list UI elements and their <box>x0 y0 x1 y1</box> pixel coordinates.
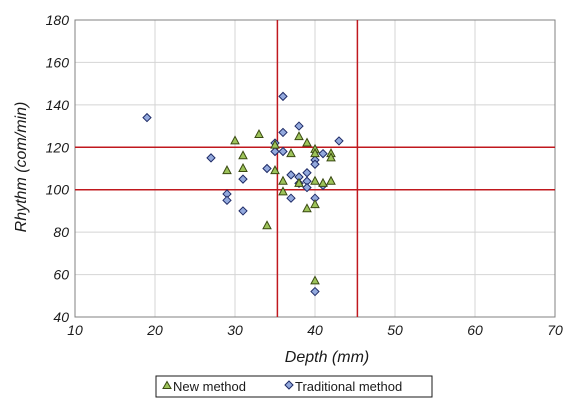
new-method-point <box>270 139 280 149</box>
traditional-method-point <box>262 163 272 174</box>
x-tick-label: 30 <box>227 322 243 338</box>
x-tick-label: 40 <box>307 322 323 338</box>
traditional-method-point <box>334 136 344 146</box>
y-tick-label: 100 <box>46 182 70 198</box>
data-points <box>142 91 344 297</box>
legend-marker-new-method <box>162 380 172 389</box>
plot-area-border <box>74 19 556 318</box>
y-axis-title: Rhythm (com/min) <box>13 102 30 233</box>
new-method-point <box>294 131 304 141</box>
traditional-method-point <box>206 153 216 163</box>
y-tick-label: 180 <box>46 12 70 28</box>
traditional-method-point <box>142 112 152 123</box>
x-tick-label: 10 <box>67 322 83 338</box>
traditional-method-point <box>238 206 248 216</box>
new-method-point <box>310 175 320 185</box>
legend-box <box>155 375 433 398</box>
y-tick-label: 160 <box>46 54 70 70</box>
x-tick-label: 50 <box>387 322 403 338</box>
traditional-method-point <box>294 121 304 131</box>
new-method-point <box>262 220 272 230</box>
new-method-point <box>254 128 264 139</box>
y-tick-label: 120 <box>46 139 70 155</box>
new-method-point <box>278 186 288 196</box>
new-method-point <box>286 148 296 158</box>
new-method-point <box>318 177 328 187</box>
x-tick-label: 60 <box>467 322 483 338</box>
tick-labels: 10 20 30 40 50 60 70 40 60 80 100 120 140 160 180 <box>46 12 563 338</box>
traditional-method-point <box>318 148 328 159</box>
traditional-method-point <box>286 193 296 203</box>
x-tick-label: 20 <box>146 322 163 338</box>
legend-marker-traditional-method <box>284 380 294 390</box>
traditional-method-point <box>286 170 296 180</box>
new-method-point <box>222 165 232 175</box>
traditional-method-point <box>310 159 320 169</box>
new-method-point <box>302 137 312 147</box>
new-method-point <box>302 203 312 213</box>
traditional-method-point <box>278 91 288 102</box>
legend: New method Traditional method <box>155 375 433 398</box>
y-tick-label: 80 <box>53 224 69 240</box>
new-method-point <box>310 148 320 158</box>
traditional-method-point <box>278 127 288 138</box>
new-method-point <box>326 152 336 162</box>
y-tick-label: 140 <box>46 97 70 113</box>
legend-label-new-method: New method <box>173 379 246 394</box>
traditional-method-point <box>302 168 312 178</box>
new-method-point <box>310 199 320 209</box>
y-tick-label: 60 <box>53 267 69 283</box>
new-method-point <box>294 177 304 187</box>
x-tick-label: 70 <box>547 322 563 338</box>
y-tick-label: 40 <box>53 309 69 325</box>
new-method-point <box>326 175 336 185</box>
traditional-method-point <box>238 174 248 184</box>
new-method-point <box>238 162 248 172</box>
new-method-point <box>230 135 240 145</box>
new-method-point <box>278 175 288 185</box>
plot-frame <box>74 19 556 318</box>
traditional-method-point <box>310 286 320 297</box>
traditional-method-point <box>278 146 288 157</box>
x-axis-title: Depth (mm) <box>285 349 369 366</box>
traditional-method-point <box>222 195 232 206</box>
new-method-point <box>270 165 280 175</box>
legend-label-traditional-method: Traditional method <box>295 379 402 394</box>
new-method-point <box>238 150 248 160</box>
traditional-method-point <box>302 182 312 193</box>
traditional-method-point <box>270 146 280 157</box>
new-method-point <box>310 275 320 285</box>
